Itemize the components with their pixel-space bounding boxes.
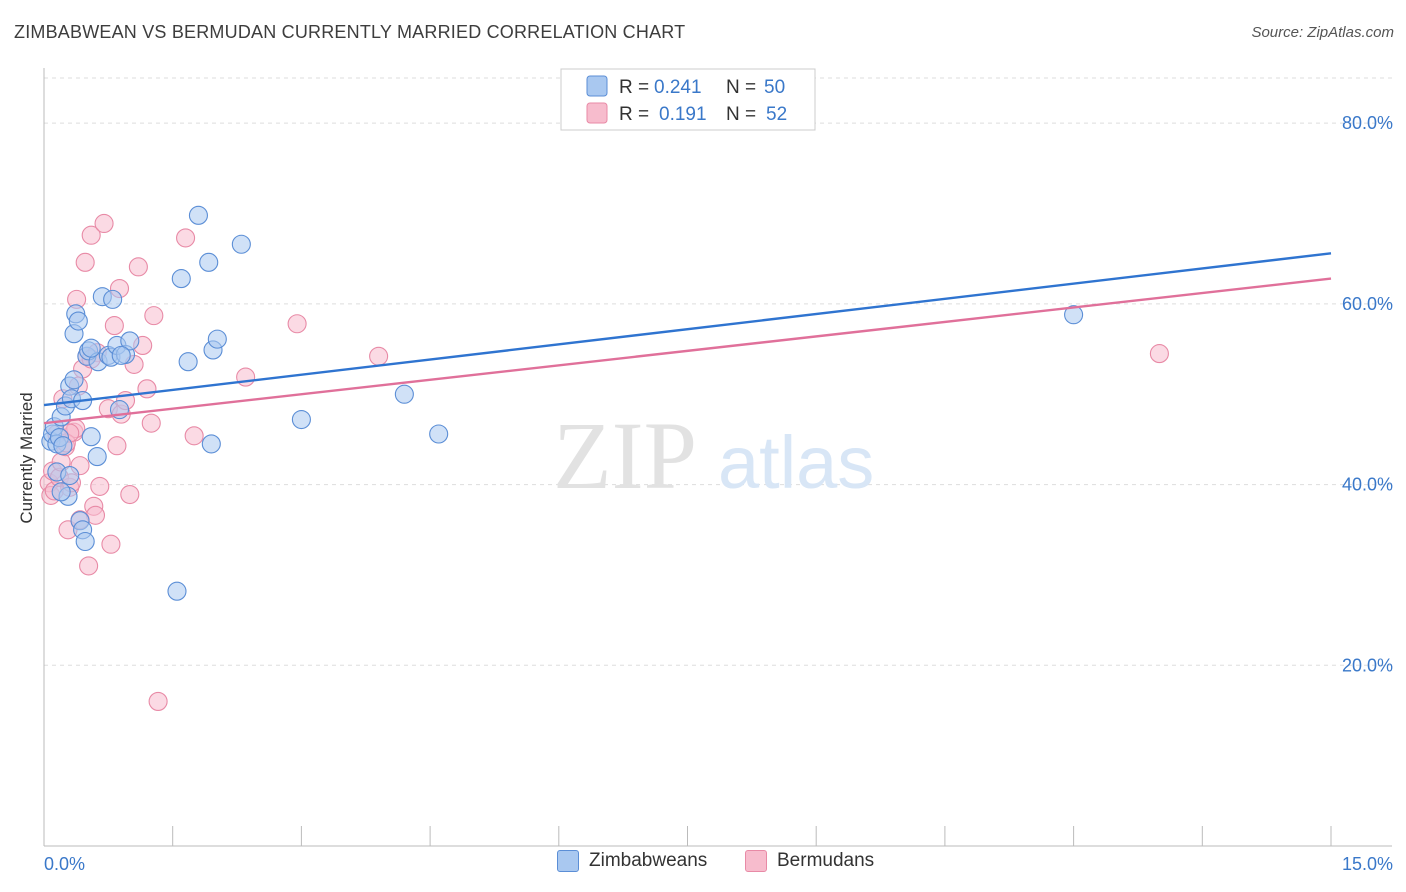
bermudan-point — [81, 225, 101, 245]
bottom-legend: Zimbabweans Bermudans — [0, 850, 1406, 880]
x-tick-min: 0.0% — [44, 854, 85, 874]
zimbabwean-point — [178, 352, 198, 372]
zimbabwean-point — [171, 269, 191, 289]
stats-legend: R = 0.241 N = 50 R = 0.191 N = 52 — [560, 68, 816, 131]
zimbabwean-point — [51, 482, 71, 502]
bermudan-point — [287, 314, 307, 334]
zimbabwean-point — [188, 205, 208, 225]
y-tick-label: 40.0% — [1342, 475, 1393, 495]
trend-lines — [43, 252, 1332, 425]
zimbabwean-point — [53, 436, 73, 456]
zimbabwean-point — [111, 345, 131, 365]
bermudan-point — [144, 306, 164, 326]
bermudan-point — [101, 534, 121, 554]
zimbabwean-point — [394, 384, 414, 404]
zimbabweans-points — [41, 205, 1084, 601]
zimbabwean-point — [103, 289, 123, 309]
legend-item-zimbabweans[interactable]: Zimbabweans — [557, 850, 707, 872]
bermudan-point — [120, 484, 140, 505]
bermudan-point — [141, 413, 161, 433]
stats-legend-ber-r: 0.191 — [659, 104, 707, 125]
zimbabwean-point — [201, 434, 221, 454]
bermudan-point — [107, 436, 127, 456]
zimbabwean-point — [81, 427, 101, 447]
legend-swatch-zimbabweans — [557, 850, 579, 872]
bermudan-point — [104, 316, 124, 336]
chart-title: ZIMBABWEAN VS BERMUDAN CURRENTLY MARRIED… — [14, 22, 686, 42]
zimbabwean-point — [81, 338, 101, 358]
stats-legend-ber-r-label: R = — [619, 104, 649, 125]
bermudan-point — [369, 346, 389, 366]
stats-legend-zim-n-label: N = — [726, 77, 756, 98]
legend-item-bermudans[interactable]: Bermudans — [745, 850, 874, 872]
watermark-zip: ZIP — [553, 402, 697, 509]
tick-labels: 0.0% 15.0% 20.0% 40.0% 60.0% 80.0% — [44, 113, 1393, 874]
zimbabwean-point — [429, 424, 449, 444]
zimbabwean-point — [199, 252, 219, 272]
stats-legend-ber-n: 52 — [766, 104, 787, 125]
bermudan-point — [128, 257, 148, 277]
bermudan-point — [75, 252, 95, 272]
bermudan-point — [90, 476, 110, 496]
zimbabwean-point — [207, 329, 227, 349]
bermudan-point — [94, 213, 114, 234]
stats-legend-zim-n: 50 — [764, 77, 785, 98]
bermudans-trend-line — [43, 277, 1332, 425]
legend-label-zimbabweans: Zimbabweans — [589, 850, 708, 871]
bermudan-point — [236, 367, 256, 387]
stats-legend-ber-swatch — [586, 102, 608, 124]
bermudan-point — [137, 379, 157, 399]
x-tick-max: 15.0% — [1342, 854, 1393, 874]
zimbabwean-point — [167, 581, 187, 601]
bermudan-point — [148, 691, 168, 711]
zimbabwean-point — [1064, 305, 1084, 325]
stats-legend-ber-n-label: N = — [726, 104, 756, 125]
y-tick-label: 20.0% — [1342, 655, 1393, 675]
watermark-atlas: atlas — [718, 421, 874, 504]
source-credit: Source: ZipAtlas.com — [1251, 24, 1394, 41]
zimbabwean-point — [291, 409, 311, 430]
zimbabwean-point — [87, 447, 107, 467]
y-axis-label: Currently Married — [17, 392, 36, 523]
legend-label-bermudans: Bermudans — [777, 850, 875, 871]
y-tick-label: 60.0% — [1342, 294, 1393, 314]
axes — [43, 68, 1392, 847]
zimbabwean-point — [120, 331, 140, 351]
bermudan-point — [1149, 344, 1169, 364]
zimbabwean-point — [75, 531, 95, 552]
y-tick-label: 80.0% — [1342, 113, 1393, 133]
zimbabwean-point — [64, 370, 84, 390]
zimbabwean-point — [231, 234, 251, 254]
bermudan-point — [184, 426, 204, 446]
zimbabwean-point — [60, 466, 80, 486]
zimbabwean-point — [68, 311, 88, 331]
bermudan-point — [176, 228, 196, 248]
bermudan-point — [79, 556, 99, 576]
stats-legend-zim-r: 0.241 — [654, 77, 702, 98]
zimbabweans-trend-line — [43, 252, 1332, 407]
legend-swatch-bermudans — [745, 850, 767, 872]
stats-legend-zim-swatch — [586, 75, 608, 97]
stats-legend-zim-r-label: R = — [619, 77, 649, 98]
